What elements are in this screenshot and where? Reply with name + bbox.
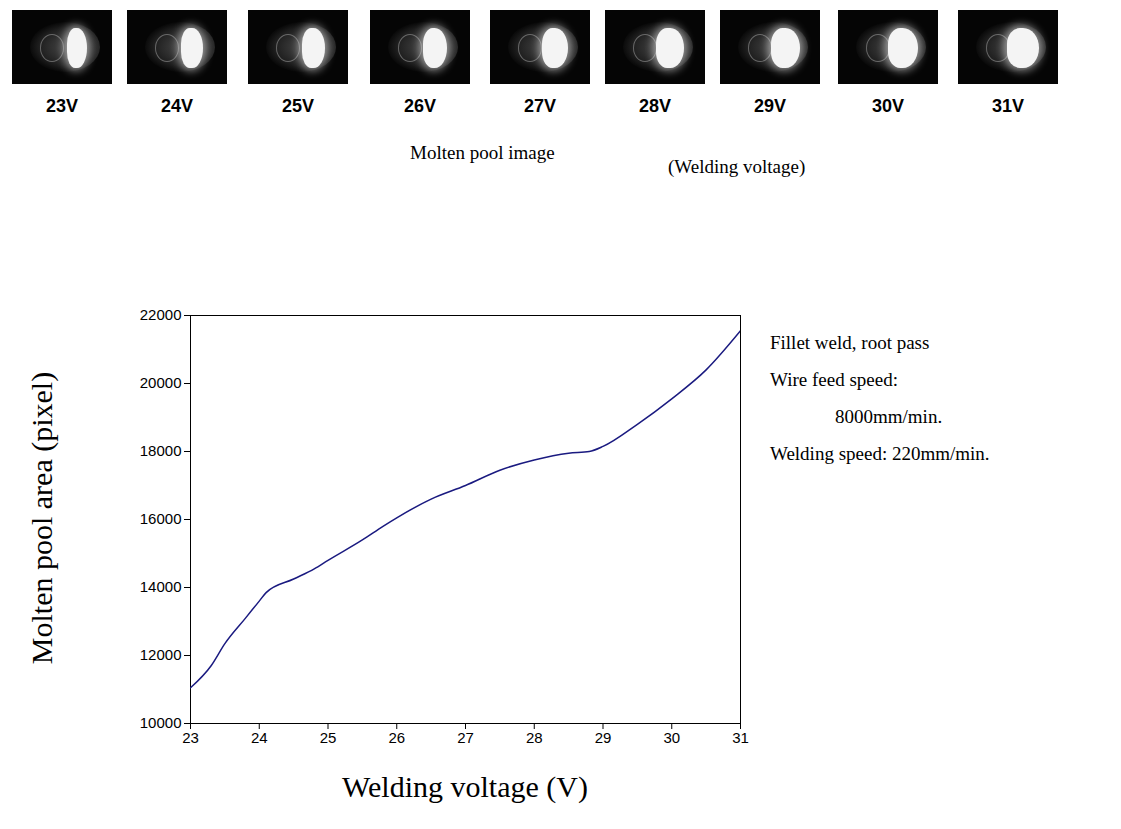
- svg-text:28: 28: [526, 729, 543, 746]
- svg-text:12000: 12000: [140, 646, 182, 663]
- html-text:30V: 30V: [872, 96, 904, 116]
- html-text:28V: 28V: [639, 96, 671, 116]
- html-text:25V: 25V: [282, 96, 314, 116]
- html-text:Molten pool image: Molten pool image: [410, 142, 555, 163]
- html-text:Welding speed: 220mm/min.: Welding speed: 220mm/min.: [770, 443, 990, 464]
- html-text:(Welding voltage): (Welding voltage): [668, 156, 806, 177]
- html-text:26V: 26V: [404, 96, 436, 116]
- html-text:31V: 31V: [992, 96, 1024, 116]
- svg-text:22000: 22000: [140, 306, 182, 323]
- html-text:27V: 27V: [524, 96, 556, 116]
- svg-text:31: 31: [732, 729, 749, 746]
- svg-text:29: 29: [595, 729, 612, 746]
- svg-text:26: 26: [388, 729, 405, 746]
- html-text:Welding voltage (V): Welding voltage (V): [342, 770, 588, 803]
- svg-text:10000: 10000: [140, 714, 182, 731]
- svg-text:27: 27: [457, 729, 474, 746]
- html-text:Wire feed speed:: Wire feed speed:: [770, 369, 898, 390]
- html-text:Molten pool area (pixel): Molten pool area (pixel): [25, 371, 58, 665]
- svg-text:14000: 14000: [140, 578, 182, 595]
- html-text:29V: 29V: [754, 96, 786, 116]
- svg-text:24: 24: [251, 729, 268, 746]
- svg-text:18000: 18000: [140, 442, 182, 459]
- svg-text:23: 23: [182, 729, 199, 746]
- svg-text:16000: 16000: [140, 510, 182, 527]
- svg-text:20000: 20000: [140, 374, 182, 391]
- svg-text:30: 30: [663, 729, 680, 746]
- svg-text:25: 25: [320, 729, 337, 746]
- html-text:24V: 24V: [161, 96, 193, 116]
- html-text:23V: 23V: [46, 96, 78, 116]
- html-text:Fillet weld, root pass: Fillet weld, root pass: [770, 332, 930, 353]
- html-text:8000mm/min.: 8000mm/min.: [835, 406, 943, 427]
